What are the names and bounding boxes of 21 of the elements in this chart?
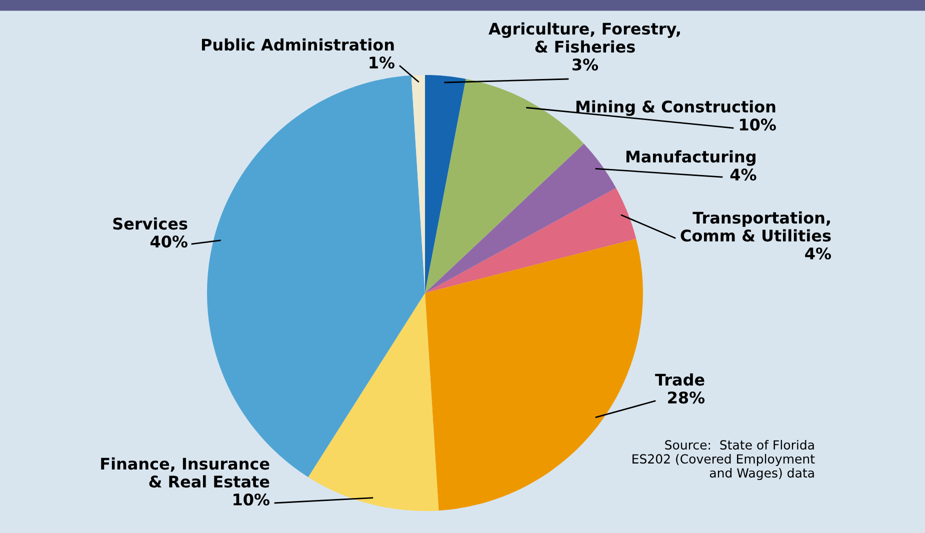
- data-label: 4%: [805, 247, 832, 260]
- pie-slice: [308, 293, 439, 511]
- slice-label: Trade: [655, 373, 704, 386]
- pie-slice: [425, 188, 636, 293]
- slice-label: Manufacturing: [626, 150, 756, 166]
- data-label: 10%: [234, 493, 270, 506]
- slice-label: Public Administration: [202, 38, 394, 51]
- source-note: Source: State of Florida ES202 (Covered Employment and Wages) data: [632, 440, 815, 480]
- slice-label: Finance, Insurance & Real Estate: [101, 457, 270, 488]
- data-label: 3%: [572, 58, 598, 71]
- slice-label: Transportation, Comm & Utilities: [680, 211, 831, 242]
- data-label: 4%: [730, 168, 756, 181]
- data-label: 40%: [150, 235, 188, 248]
- pie-slice: [425, 75, 466, 293]
- data-label: 10%: [740, 118, 776, 131]
- slice-label: Agriculture, Forestry, & Fisheries: [488, 22, 680, 53]
- pie-slice: [425, 144, 616, 293]
- data-label: 28%: [668, 391, 705, 404]
- slice-label: Services: [113, 217, 188, 230]
- slice-label: Mining & Construction: [576, 100, 776, 116]
- data-label: 1%: [370, 56, 394, 69]
